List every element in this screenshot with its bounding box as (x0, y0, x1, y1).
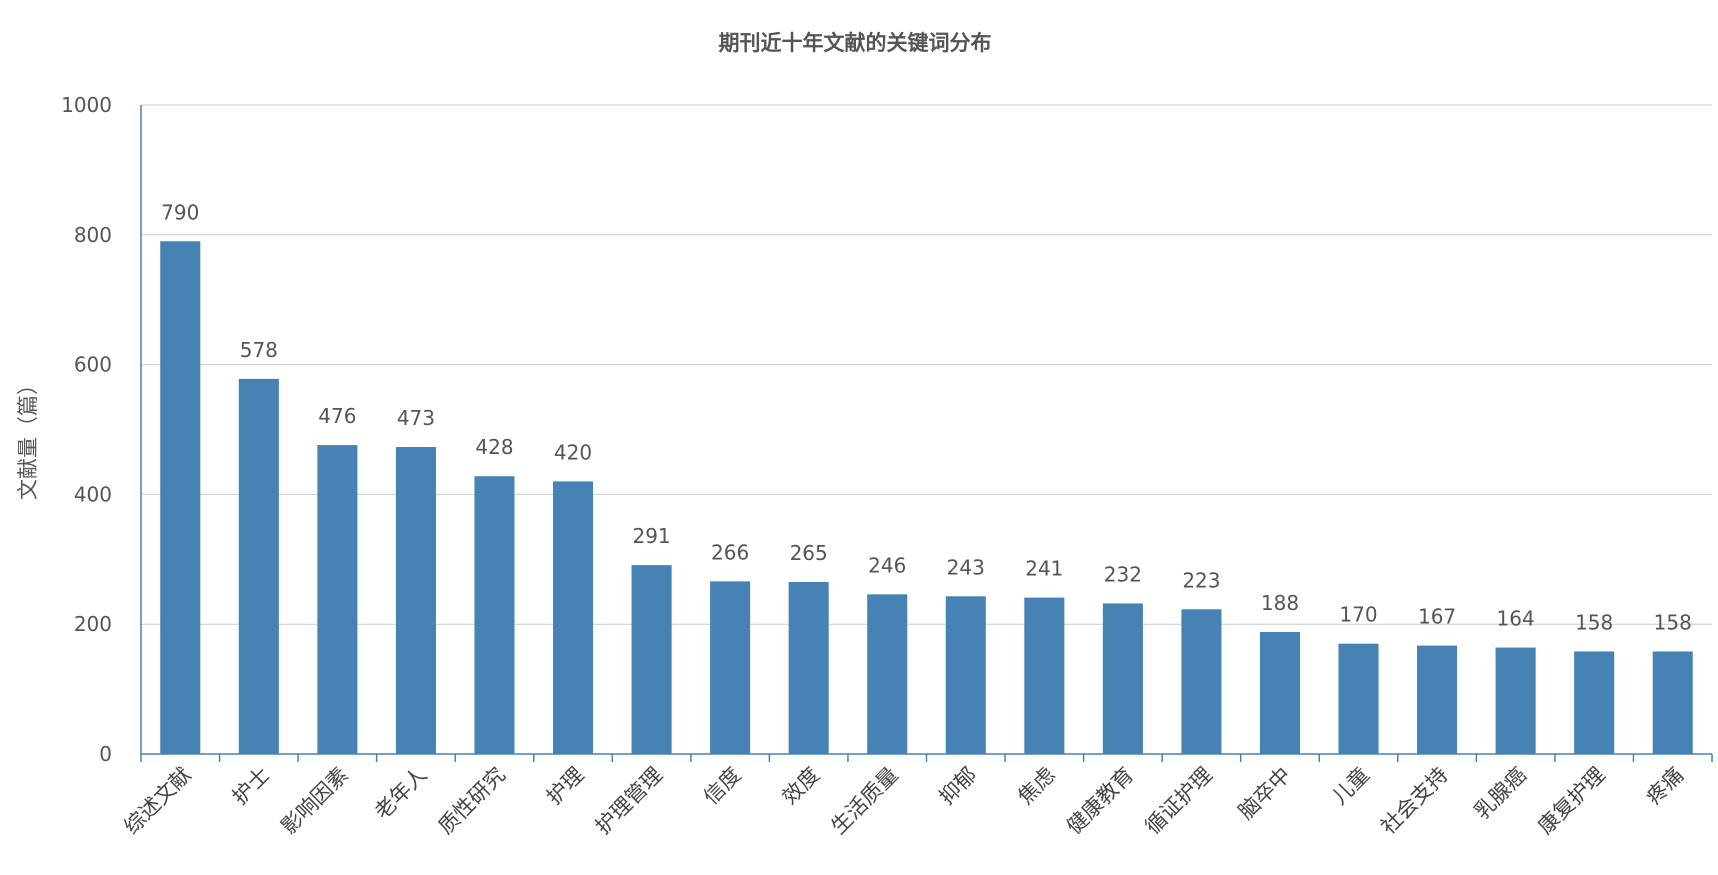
data-label: 158 (1575, 610, 1613, 634)
data-label: 170 (1339, 603, 1377, 627)
x-tick-label: 疼痛 (1642, 763, 1689, 810)
data-label: 167 (1418, 605, 1456, 629)
x-tick-label: 抑郁 (935, 763, 982, 810)
bar (788, 582, 829, 754)
x-tick-label: 老年人 (370, 763, 432, 825)
x-tick-label: 效度 (778, 763, 825, 810)
y-tick-label: 0 (99, 742, 112, 766)
x-axis-ticks: 综述文献 护士 影响因素 老年人 质性研究 护理 护理管理 信度 效度 生活质量 抑郁 焦虑 健康教育循… (119, 763, 1688, 839)
bar (710, 581, 751, 754)
data-label: 428 (475, 435, 513, 459)
bar (631, 565, 672, 754)
y-tick-label: 600 (74, 353, 112, 377)
x-tick-label: 综述文献 (119, 763, 195, 839)
bar (945, 596, 986, 754)
bar (1652, 651, 1693, 754)
bar (1181, 609, 1222, 754)
data-label: 223 (1182, 568, 1220, 592)
bar (552, 481, 594, 754)
bars (160, 241, 1693, 755)
y-axis-ticks: 0 200 400 600 800 1000 (61, 93, 112, 766)
bar (238, 378, 279, 754)
chart-title: 期刊近十年文献的关键词分布 (719, 31, 992, 55)
bar (395, 447, 436, 754)
data-label: 243 (947, 555, 985, 579)
y-tick-label: 200 (74, 612, 112, 636)
data-label: 291 (632, 524, 670, 548)
data-labels: 790 578 476 473 428 420 291 266 265 246 243 241 232 2… (161, 200, 1692, 634)
data-label: 241 (1025, 557, 1063, 581)
x-tick-label: 护士 (228, 763, 275, 810)
bar (1024, 597, 1065, 754)
bar (160, 241, 201, 755)
x-tick-label: 健康教育 (1062, 763, 1138, 839)
data-label: 158 (1654, 610, 1692, 634)
bar (317, 445, 358, 754)
bar (1338, 643, 1379, 754)
data-label: 578 (240, 338, 278, 362)
axes (140, 105, 1713, 762)
data-label: 266 (711, 540, 749, 564)
bar (1102, 603, 1143, 754)
data-label: 476 (318, 404, 356, 428)
data-label: 164 (1497, 607, 1535, 631)
x-tick-label: 脑卒中 (1234, 763, 1296, 825)
y-axis-label: 文献量（篇） (16, 374, 40, 500)
data-label: 232 (1104, 562, 1142, 586)
bar (1417, 645, 1458, 754)
x-tick-label: 循证护理 (1141, 763, 1217, 839)
y-tick-label: 800 (74, 223, 112, 247)
x-tick-label: 社会支持 (1376, 763, 1452, 839)
x-tick-label: 生活质量 (826, 763, 902, 839)
x-tick-label: 焦虑 (1013, 763, 1060, 810)
bar (1495, 647, 1536, 754)
bar (867, 594, 908, 754)
data-label: 246 (868, 553, 906, 577)
y-tick-label: 1000 (61, 93, 112, 117)
bar (1574, 651, 1615, 754)
data-label: 420 (554, 440, 592, 464)
data-label: 790 (161, 200, 199, 224)
bar (1259, 631, 1301, 754)
x-tick-label: 信度 (699, 763, 746, 810)
bar (474, 476, 515, 754)
data-label: 473 (397, 406, 435, 430)
x-tick-label: 影响因素 (277, 763, 353, 839)
x-tick-label: 质性研究 (434, 763, 510, 839)
x-tick-label: 儿童 (1327, 763, 1374, 810)
x-tick-label: 康复护理 (1533, 763, 1609, 839)
y-tick-label: 400 (74, 482, 112, 506)
data-label: 265 (790, 541, 828, 565)
x-tick-label: 乳腺癌 (1470, 763, 1532, 825)
gridlines (141, 104, 1712, 625)
data-label: 188 (1261, 591, 1299, 615)
x-tick-label: 护理管理 (591, 763, 667, 839)
x-tick-label: 护理 (542, 763, 589, 810)
